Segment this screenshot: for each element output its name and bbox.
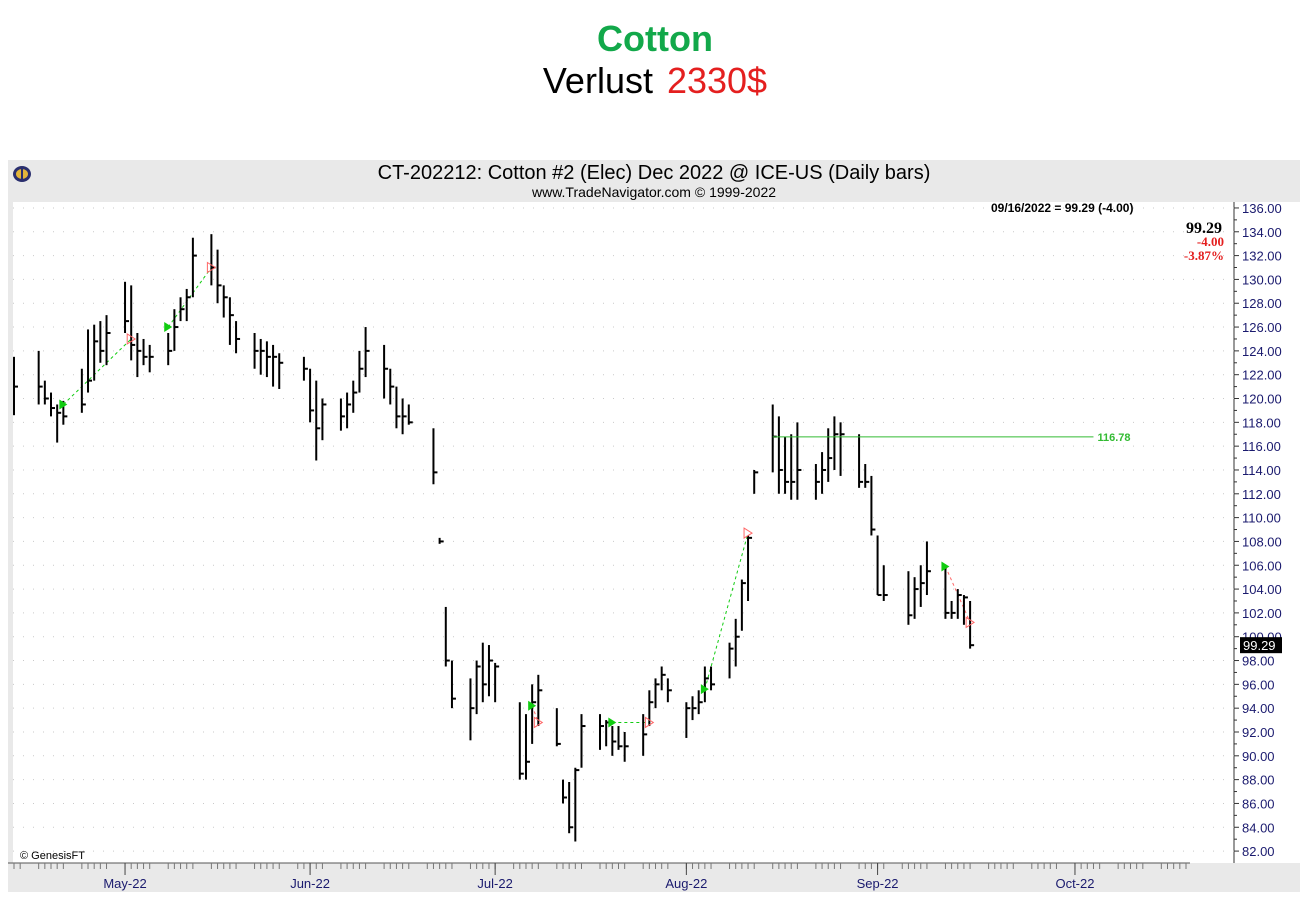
x-month-label: Sep-22 xyxy=(857,876,899,891)
x-axis-panel xyxy=(8,863,1300,892)
current-price-label: 99.29 xyxy=(1243,638,1276,653)
sell-signal-marker xyxy=(126,333,137,345)
y-tick-label: 124.00 xyxy=(1242,344,1282,359)
sell-signal-marker xyxy=(743,527,753,539)
strategy-title: Cotton xyxy=(597,18,713,59)
y-tick-label: 132.00 xyxy=(1242,249,1282,264)
last-change-label: -4.00 xyxy=(1197,234,1224,249)
y-tick-label: 104.00 xyxy=(1242,582,1282,597)
x-month-label: Jul-22 xyxy=(477,876,512,891)
y-tick-label: 128.00 xyxy=(1242,296,1282,311)
loss-line: Verlust 2330$ xyxy=(0,60,1310,102)
buy-signal-marker xyxy=(528,700,537,711)
y-tick-label: 130.00 xyxy=(1242,272,1282,287)
y-tick-label: 110.00 xyxy=(1242,511,1281,526)
y-tick-label: 134.00 xyxy=(1242,225,1282,240)
current-price-box xyxy=(1240,637,1282,654)
y-tick-label: 84.00 xyxy=(1242,820,1275,835)
x-month-label: May-22 xyxy=(103,876,146,891)
y-tick-label: 136.00 xyxy=(1242,201,1282,216)
y-tick-label: 122.00 xyxy=(1242,368,1282,383)
loss-label: Verlust xyxy=(542,60,653,101)
y-tick-label: 118.00 xyxy=(1242,415,1281,430)
last-price-label: 99.29 xyxy=(1186,220,1222,237)
y-tick-label: 86.00 xyxy=(1242,796,1275,811)
y-tick-label: 108.00 xyxy=(1242,534,1282,549)
x-month-label: Jun-22 xyxy=(290,876,330,891)
sell-signal-marker xyxy=(965,616,976,629)
sell-signal-marker xyxy=(533,716,544,729)
y-tick-label: 126.00 xyxy=(1242,320,1282,335)
y-tick-label: 98.00 xyxy=(1242,654,1275,669)
y-tick-label: 92.00 xyxy=(1242,725,1275,740)
y-tick-label: 90.00 xyxy=(1242,749,1275,764)
loss-amount: 2330$ xyxy=(666,60,768,101)
last-info-label: 09/16/2022 = 99.29 (-4.00) xyxy=(991,201,1133,215)
y-tick-label: 120.00 xyxy=(1242,392,1282,407)
sell-signal-marker xyxy=(206,261,217,274)
buy-signal-marker xyxy=(941,561,950,572)
chart-title: CT-202212: Cotton #2 (Elec) Dec 2022 @ I… xyxy=(377,162,931,184)
y-tick-label: 102.00 xyxy=(1242,606,1282,621)
buy-signal-marker xyxy=(608,717,617,728)
level-label: 116.78 xyxy=(1097,432,1130,444)
y-tick-label: 106.00 xyxy=(1242,558,1282,573)
x-month-label: Aug-22 xyxy=(665,876,707,891)
y-tick-label: 112.00 xyxy=(1242,487,1281,502)
credit-label: © GenesisFT xyxy=(20,850,85,862)
y-tick-label: 114.00 xyxy=(1242,463,1281,478)
buy-signal-marker xyxy=(164,322,173,333)
ohlc-chart: 136.00 134.00 132.00 130.00 128.00 126.00 124.… xyxy=(8,201,1300,892)
chart-panel: CT-202212: Cotton #2 (Elec) Dec 2022 @ I… xyxy=(8,160,1300,892)
plot-area xyxy=(13,202,1234,863)
buy-signal-marker xyxy=(59,399,68,410)
y-axis-panel xyxy=(1234,202,1300,863)
x-month-label: Oct-22 xyxy=(1055,876,1094,891)
y-tick-label: 116.00 xyxy=(1242,439,1281,454)
chart-subtitle: www.TradeNavigator.com © 1999-2022 xyxy=(531,184,777,200)
sell-signal-marker xyxy=(644,716,655,729)
y-tick-label: 94.00 xyxy=(1242,701,1275,716)
trade-connector xyxy=(63,338,132,405)
last-percent-label: -3.87% xyxy=(1184,248,1224,263)
y-tick-label: 82.00 xyxy=(1242,844,1275,859)
trade-connector xyxy=(704,532,749,690)
y-tick-label: 96.00 xyxy=(1242,677,1275,692)
tradenavigator-logo-icon xyxy=(13,166,31,182)
buy-signal-marker xyxy=(700,684,709,695)
y-tick-label: 88.00 xyxy=(1242,773,1275,788)
chart-header: CT-202212: Cotton #2 (Elec) Dec 2022 @ I… xyxy=(8,160,1300,202)
